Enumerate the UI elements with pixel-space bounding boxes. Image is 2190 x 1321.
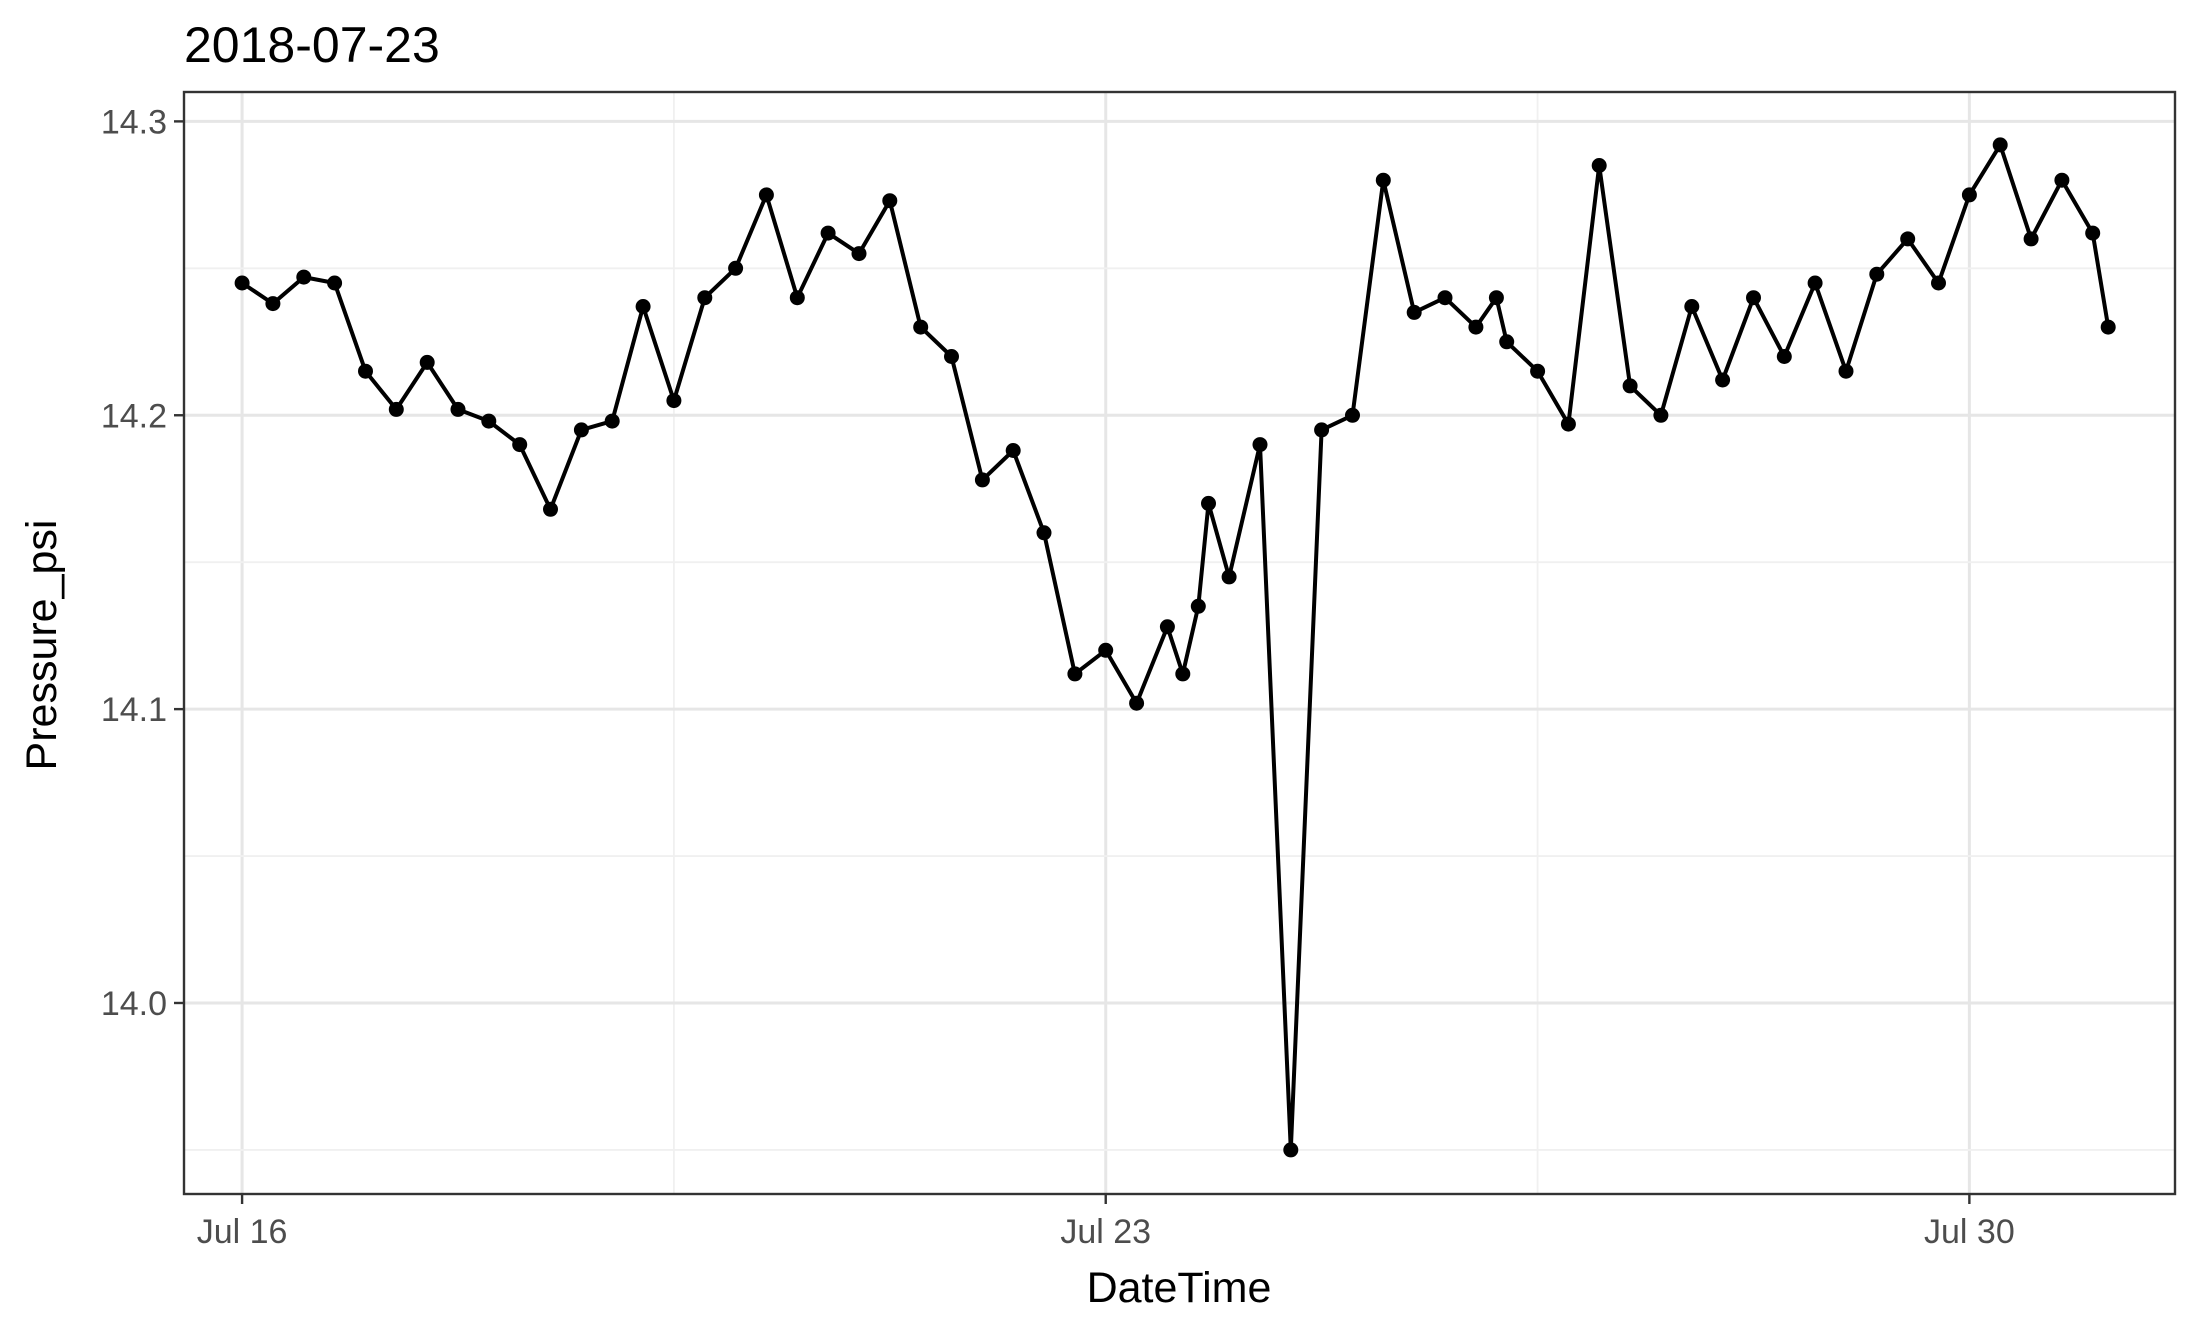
data-point [358, 363, 373, 379]
data-point [820, 225, 836, 241]
data-point [1345, 407, 1360, 423]
data-point [327, 275, 343, 291]
data-point [1684, 299, 1700, 314]
data-point [1252, 437, 1268, 453]
data-point [1406, 304, 1422, 320]
data-point [1560, 416, 1576, 432]
data-point [1776, 349, 1792, 364]
chart-title: 2018-07-23 [184, 17, 440, 73]
data-point [1992, 137, 2008, 153]
data-point [234, 275, 250, 291]
data-point [758, 187, 774, 203]
data-point [1159, 619, 1175, 635]
data-point [2023, 231, 2039, 247]
data-series [234, 137, 2116, 1158]
data-point [604, 413, 620, 429]
data-point [666, 393, 682, 409]
data-point [1437, 290, 1453, 306]
data-point [697, 290, 713, 306]
data-point [1900, 231, 1916, 247]
data-point [789, 290, 805, 306]
data-point [419, 354, 435, 370]
data-point [1221, 569, 1237, 585]
data-point [974, 472, 990, 488]
data-point [1653, 407, 1669, 423]
data-point [481, 413, 497, 429]
data-point [1314, 422, 1330, 438]
y-tick-label: 14.1 [101, 691, 167, 729]
data-point [450, 401, 466, 417]
data-point [851, 246, 867, 262]
data-point [635, 299, 651, 314]
x-tick-label: Jul 30 [1924, 1213, 2015, 1251]
plot-panel-border [182, 90, 2177, 1196]
data-point [1838, 363, 1854, 379]
data-point [1746, 290, 1761, 306]
data-point [1530, 363, 1546, 379]
data-point [913, 319, 929, 335]
data-point [1961, 187, 1977, 203]
data-point [1201, 495, 1216, 511]
data-point [1807, 275, 1823, 291]
data-point [265, 296, 281, 312]
data-point [1715, 372, 1731, 388]
y-tick-label: 14.2 [101, 397, 167, 435]
data-point [1375, 172, 1391, 188]
x-tick-label: Jul 16 [197, 1213, 288, 1251]
data-point [296, 269, 312, 285]
x-axis-label: DateTime [1087, 1264, 1272, 1312]
data-point [543, 501, 558, 517]
data-point [388, 401, 404, 417]
data-point [728, 260, 744, 276]
data-point [1098, 642, 1114, 658]
x-tick-label: Jul 23 [1060, 1213, 1151, 1251]
y-tick-label: 14.0 [101, 985, 167, 1023]
data-point [1175, 666, 1191, 682]
data-point [1499, 334, 1515, 350]
y-tick-label: 14.3 [101, 103, 167, 141]
data-point [944, 349, 959, 364]
axes: Jul 16 Jul 23 Jul 30 14.0 14.1 14.2 14.3 [101, 103, 2015, 1251]
data-point [1488, 290, 1504, 306]
data-point [882, 193, 898, 209]
data-point [2100, 319, 2116, 335]
data-point [573, 422, 589, 438]
data-point [1190, 598, 1206, 614]
data-point [1591, 158, 1607, 173]
data-point [1283, 1142, 1299, 1158]
data-point [1468, 319, 1484, 335]
data-point [512, 437, 528, 453]
y-axis-label: Pressure_psi [18, 520, 66, 771]
data-point [1869, 266, 1885, 282]
data-point [1036, 525, 1052, 541]
data-point [2085, 225, 2101, 241]
data-point [1005, 443, 1021, 458]
data-point [1931, 275, 1946, 291]
data-point [2054, 172, 2070, 188]
data-point [1067, 666, 1083, 682]
data-point [1622, 378, 1638, 394]
data-point [1129, 695, 1145, 711]
